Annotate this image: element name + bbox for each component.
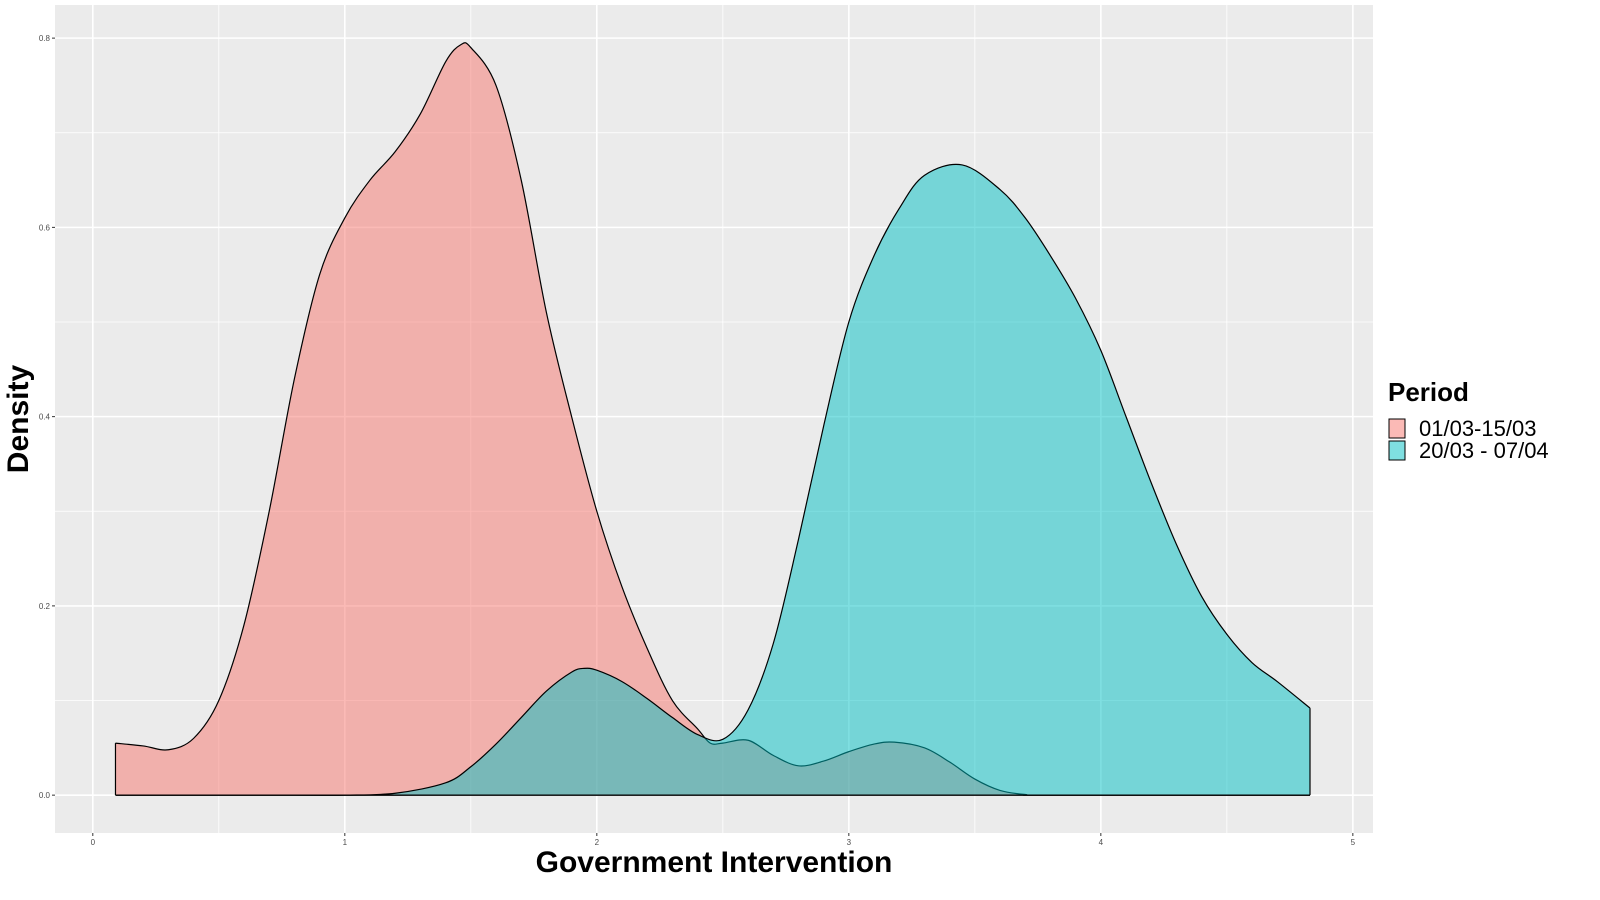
density-area-period-2 bbox=[115, 164, 1311, 796]
axis-ticks: 0 1 2 3 4 5 0.0 0.2 0.4 0.6 0.8 bbox=[39, 34, 1356, 847]
y-tick-label: 0.2 bbox=[39, 602, 51, 611]
y-tick-label: 0.0 bbox=[39, 791, 51, 800]
legend-key-period-2 bbox=[1388, 440, 1406, 461]
legend: Period 01/03-15/03 20/03 - 07/04 bbox=[1388, 377, 1549, 463]
y-tick-label: 0.6 bbox=[39, 223, 51, 232]
legend-label-period-2: 20/03 - 07/04 bbox=[1419, 438, 1549, 463]
x-tick-label: 1 bbox=[343, 838, 348, 847]
legend-label-period-1: 01/03-15/03 bbox=[1419, 416, 1536, 441]
y-axis-title: Density bbox=[2, 365, 35, 474]
density-curve-period-2 bbox=[115, 163, 1311, 796]
density-areas bbox=[114, 42, 1311, 796]
x-axis-title: Government Intervention bbox=[536, 846, 893, 879]
legend-title: Period bbox=[1388, 377, 1469, 407]
x-tick-label: 2 bbox=[595, 838, 600, 847]
x-tick-label: 5 bbox=[1351, 838, 1356, 847]
x-tick-label: 3 bbox=[847, 838, 852, 847]
y-tick-label: 0.4 bbox=[39, 413, 51, 422]
density-area-period-1 bbox=[115, 42, 1311, 796]
x-tick-label: 0 bbox=[91, 838, 96, 847]
x-tick-label: 4 bbox=[1099, 838, 1104, 847]
legend-key-period-1 bbox=[1388, 418, 1406, 439]
y-tick-label: 0.8 bbox=[39, 34, 51, 43]
